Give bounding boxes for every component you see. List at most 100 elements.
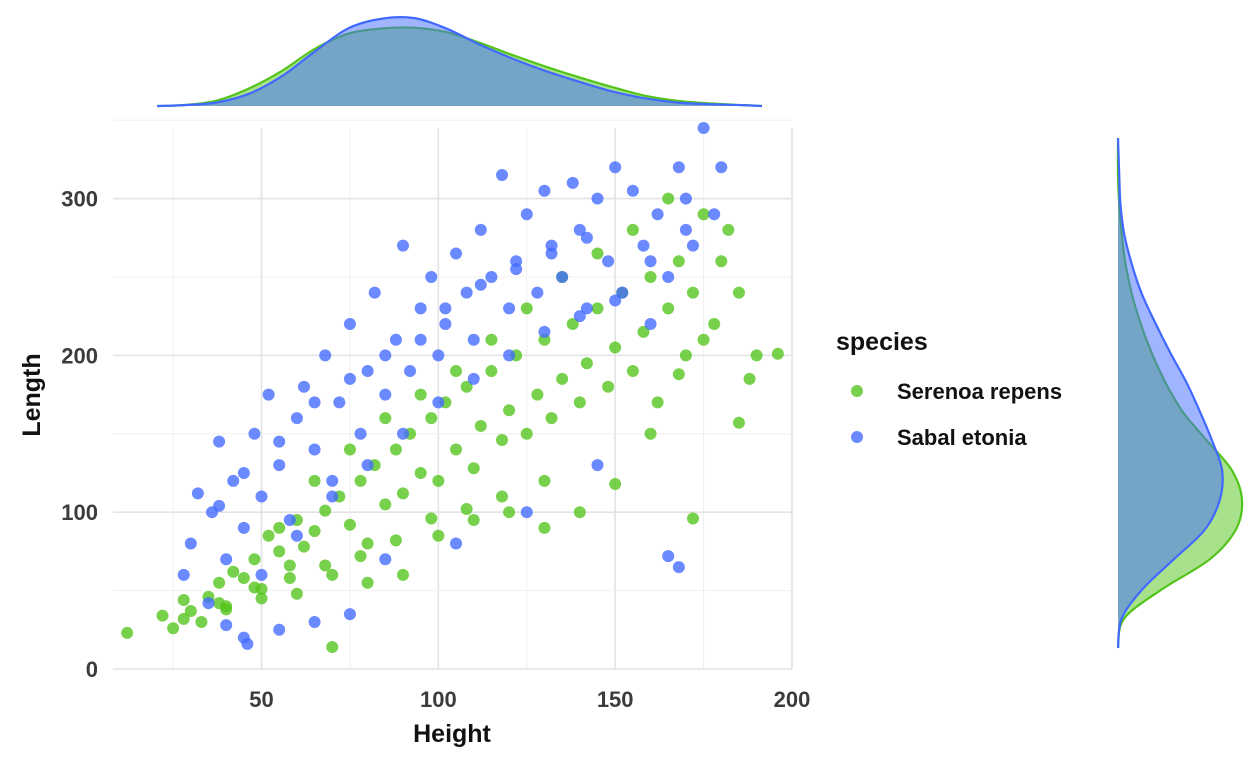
point-serenoa bbox=[715, 255, 728, 268]
point-sabal bbox=[283, 514, 296, 527]
point-serenoa bbox=[580, 357, 593, 370]
point-sabal bbox=[580, 302, 593, 315]
point-sabal bbox=[220, 553, 233, 566]
point-serenoa bbox=[750, 349, 763, 362]
point-serenoa bbox=[644, 270, 657, 283]
point-sabal bbox=[662, 550, 675, 563]
point-sabal bbox=[439, 302, 452, 315]
point-serenoa bbox=[343, 443, 356, 456]
point-serenoa bbox=[414, 388, 427, 401]
x-tick-label: 50 bbox=[249, 687, 273, 712]
point-serenoa bbox=[273, 545, 286, 558]
point-serenoa bbox=[425, 512, 438, 525]
point-serenoa bbox=[379, 498, 392, 511]
point-serenoa bbox=[432, 474, 445, 487]
point-serenoa bbox=[326, 641, 339, 654]
density-y-sabal-line bbox=[1116, 137, 1224, 649]
point-serenoa bbox=[396, 568, 409, 581]
point-sabal bbox=[503, 349, 516, 362]
point-sabal bbox=[637, 239, 650, 252]
point-sabal bbox=[474, 223, 487, 236]
point-sabal bbox=[213, 499, 226, 512]
point-sabal bbox=[343, 608, 356, 621]
point-serenoa bbox=[545, 412, 558, 425]
point-serenoa bbox=[319, 504, 332, 517]
point-serenoa bbox=[460, 380, 473, 393]
point-sabal bbox=[450, 247, 463, 260]
point-serenoa bbox=[213, 576, 226, 589]
point-serenoa bbox=[262, 529, 275, 542]
point-serenoa bbox=[538, 521, 551, 534]
point-serenoa bbox=[467, 462, 480, 475]
point-sabal bbox=[297, 380, 310, 393]
point-sabal bbox=[379, 349, 392, 362]
point-sabal bbox=[496, 169, 509, 182]
point-serenoa bbox=[644, 427, 657, 440]
x-tick-label: 100 bbox=[420, 687, 457, 712]
point-sabal bbox=[616, 286, 629, 299]
point-sabal bbox=[273, 435, 286, 448]
point-sabal bbox=[354, 427, 367, 440]
legend-label-sabal: Sabal etonia bbox=[897, 425, 1027, 450]
point-sabal bbox=[556, 270, 569, 283]
point-serenoa bbox=[573, 396, 586, 409]
axis-ticks: 50 100 150 200 0 100 200 300 bbox=[61, 187, 810, 712]
legend-label-serenoa: Serenoa repens bbox=[897, 379, 1062, 404]
point-sabal bbox=[609, 294, 622, 307]
point-serenoa bbox=[177, 594, 190, 607]
point-serenoa bbox=[283, 572, 296, 585]
point-sabal bbox=[237, 466, 250, 479]
point-serenoa bbox=[662, 192, 675, 205]
point-serenoa bbox=[503, 404, 516, 417]
point-sabal bbox=[510, 263, 523, 276]
point-serenoa bbox=[722, 223, 735, 236]
point-serenoa bbox=[566, 318, 579, 331]
point-serenoa bbox=[227, 565, 240, 578]
point-sabal bbox=[591, 192, 604, 205]
point-sabal bbox=[255, 490, 268, 503]
point-sabal bbox=[450, 537, 463, 550]
point-serenoa bbox=[467, 514, 480, 527]
point-sabal bbox=[333, 396, 346, 409]
point-serenoa bbox=[156, 609, 169, 622]
point-sabal bbox=[474, 278, 487, 291]
point-serenoa bbox=[121, 626, 134, 639]
point-serenoa bbox=[662, 302, 675, 315]
y-tick-label: 100 bbox=[61, 500, 98, 525]
point-sabal bbox=[609, 161, 622, 174]
point-serenoa bbox=[354, 474, 367, 487]
point-sabal bbox=[672, 161, 685, 174]
point-serenoa bbox=[609, 341, 622, 354]
point-sabal bbox=[432, 396, 445, 409]
point-sabal bbox=[396, 427, 409, 440]
point-serenoa bbox=[679, 349, 692, 362]
point-serenoa bbox=[195, 615, 208, 628]
point-serenoa bbox=[237, 572, 250, 585]
point-serenoa bbox=[326, 568, 339, 581]
point-serenoa bbox=[591, 302, 604, 315]
point-sabal bbox=[414, 333, 427, 346]
point-sabal bbox=[460, 286, 473, 299]
legend-key-serenoa bbox=[851, 385, 863, 397]
point-serenoa bbox=[184, 604, 197, 617]
point-sabal bbox=[672, 561, 685, 574]
point-serenoa bbox=[213, 597, 226, 610]
x-tick-label: 200 bbox=[774, 687, 811, 712]
point-serenoa bbox=[389, 443, 402, 456]
point-sabal bbox=[679, 223, 692, 236]
point-sabal bbox=[361, 459, 374, 472]
point-sabal bbox=[538, 184, 551, 197]
legend-key-sabal bbox=[851, 431, 863, 443]
point-sabal bbox=[414, 302, 427, 315]
point-sabal bbox=[237, 521, 250, 534]
point-sabal bbox=[432, 349, 445, 362]
point-sabal bbox=[679, 192, 692, 205]
point-sabal bbox=[273, 459, 286, 472]
point-serenoa bbox=[319, 559, 332, 572]
point-sabal bbox=[715, 161, 728, 174]
point-sabal bbox=[425, 270, 438, 283]
point-sabal bbox=[290, 412, 303, 425]
point-serenoa bbox=[432, 529, 445, 542]
point-sabal bbox=[308, 396, 321, 409]
